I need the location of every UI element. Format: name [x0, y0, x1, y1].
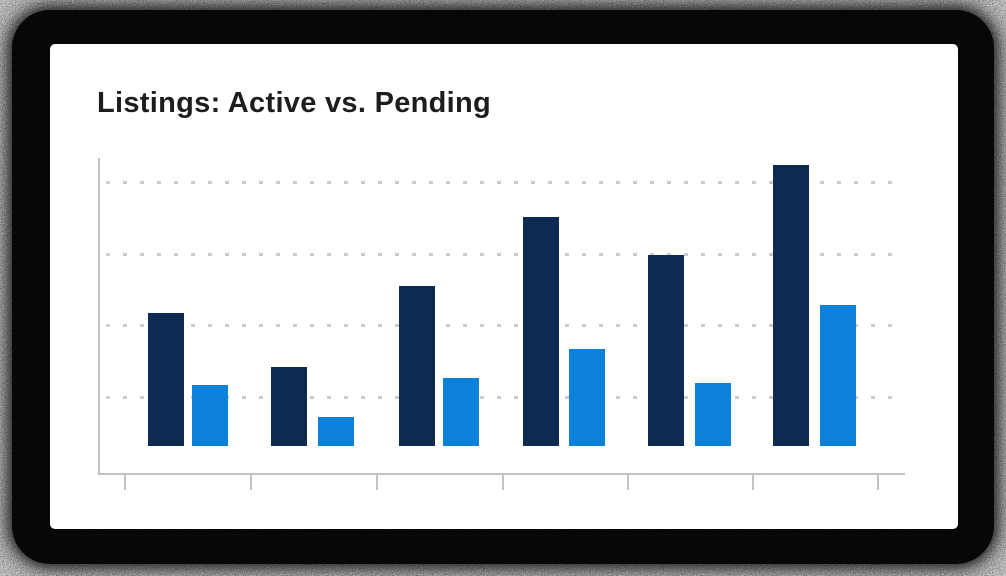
bar-active: [399, 286, 435, 446]
plot-area: [50, 44, 958, 529]
bar-pending: [820, 305, 856, 446]
x-axis-tick: [250, 475, 252, 490]
bar-pending: [318, 417, 354, 446]
x-axis-tick: [752, 475, 754, 490]
bar-pending: [443, 378, 479, 446]
bar-pending: [569, 349, 605, 446]
x-axis-tick: [376, 475, 378, 490]
bar-pending: [695, 383, 731, 446]
x-axis-tick: [877, 475, 879, 490]
bar-active: [773, 165, 809, 446]
chart-card: Listings: Active vs. Pending: [50, 44, 958, 529]
y-axis-line: [98, 158, 100, 475]
bar-active: [648, 255, 684, 446]
bar-active: [271, 367, 307, 446]
bar-pending: [192, 385, 228, 446]
bar-active: [523, 217, 559, 446]
x-axis-tick: [502, 475, 504, 490]
x-axis-tick: [124, 475, 126, 490]
bar-active: [148, 313, 184, 446]
x-axis-tick: [627, 475, 629, 490]
